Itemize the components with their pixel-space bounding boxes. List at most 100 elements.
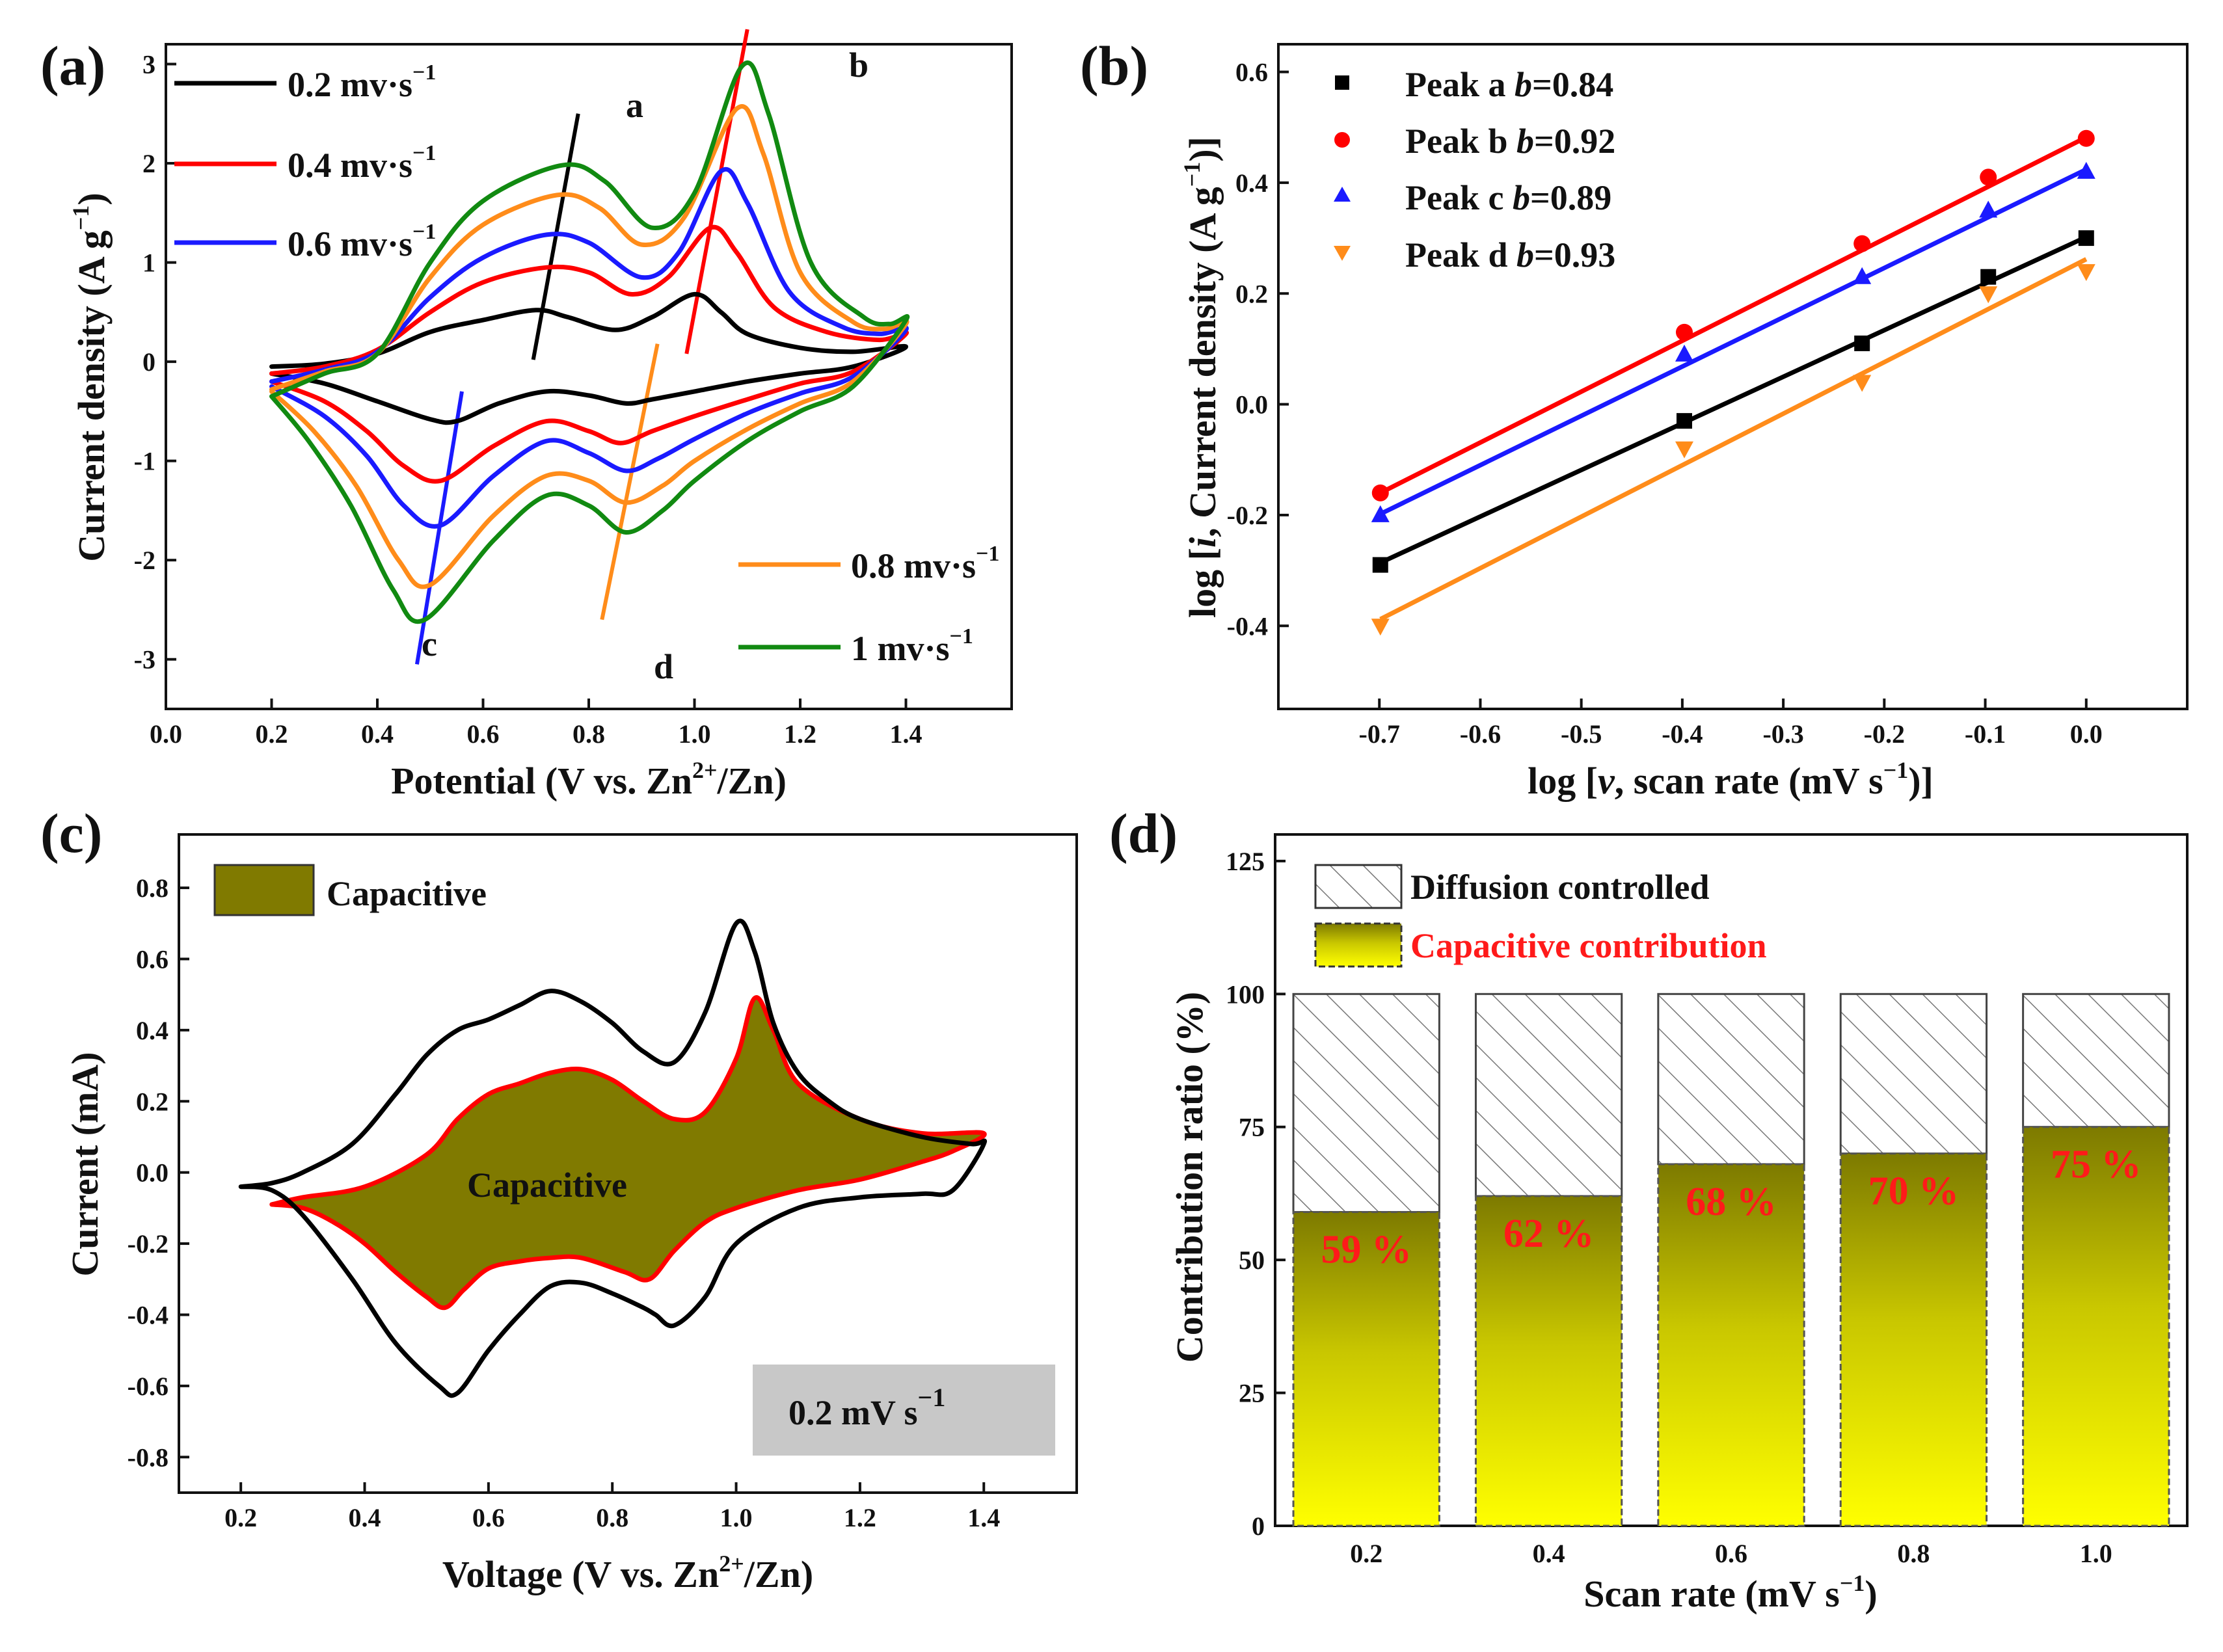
panel-c-y-tick-label: -0.2 (128, 1229, 168, 1259)
panel-b-x-tick-label: -0.6 (1460, 719, 1501, 749)
panel-a-y-tick-label: 1 (142, 248, 155, 278)
bar-capacitive-0.6 (1657, 1163, 1805, 1527)
data-point-peak-b (2077, 129, 2095, 147)
legend-text-0.2: 0.2 mv·s−1 (288, 60, 436, 104)
peak-label-c: c (422, 624, 437, 663)
legend-text-peak-a: Peak a b=0.84 (1405, 65, 1613, 104)
panel-d-legend: Diffusion controlled Capacitive contribu… (1314, 864, 1767, 968)
peak-guide-line-a (531, 113, 580, 360)
legend-text-capacitive-contribution: Capacitive contribution (1410, 926, 1767, 965)
data-point-peak-c (1853, 267, 1872, 284)
panel-d-x-tick-label: 0.2 (1350, 1539, 1382, 1568)
data-point-peak-d (1675, 441, 1693, 459)
panel-a-x-tick-label: 1.2 (784, 719, 816, 749)
panel-b-y-tick-label: -0.2 (1227, 501, 1268, 530)
panel-a-x-tick-label: 0.0 (150, 719, 182, 749)
data-point-peak-a (1372, 557, 1388, 573)
bar-diffusion-1.0 (2022, 993, 2170, 1128)
cv-curve-1 (269, 60, 910, 624)
panel-b-x-tick-label: 0.0 (2070, 719, 2103, 749)
panel-b-fit-lines (1379, 135, 2088, 622)
panel-b-x-tick-label: -0.4 (1662, 719, 1703, 749)
peak-guide-line-b (684, 29, 749, 354)
panel-c-legend: Capacitive (213, 864, 487, 916)
panel-c-ticks: 0.2 0.4 0.6 0.8 1.0 1.2 1.4 -0.8 -0.6 -0.4 -0.2 0.0… (128, 873, 1001, 1532)
data-point-peak-a (1676, 413, 1692, 429)
panel-a-label: (a) (40, 34, 105, 97)
bar-data-label-0.6: 68 % (1686, 1180, 1777, 1224)
panel-c-y-tick-label: -0.4 (128, 1300, 168, 1329)
panel-c: (c) 0.2 0.4 0.6 0.8 1.0 1.2 1.4 -0.8 -0.6 -0.4 -0.… (40, 802, 1078, 1595)
data-point-peak-d (1979, 286, 1998, 304)
panel-a-x-tick-label: 0.2 (256, 719, 288, 749)
legend-text-0.6: 0.6 mv·s−1 (288, 220, 436, 263)
panel-b: (b) -0.7 -0.6 -0.5 -0.4 -0.3 -0.2 -0.1 0.0-0.4-… (1080, 34, 2189, 802)
data-point-peak-d (2077, 264, 2095, 282)
peak-label-a: a (626, 86, 643, 125)
bar-data-label-0.8: 70 % (1868, 1169, 1960, 1214)
panel-b-x-axis-label: log [v, scan rate (mV s−1)] (1528, 757, 1933, 802)
panel-a-x-axis-label: Potential (V vs. Zn2+/Zn) (391, 757, 787, 802)
panel-d-label: (d) (1109, 802, 1178, 864)
panel-d-bars: 59 % 62 % 68 % 70 % 75 % (1292, 993, 2170, 1527)
data-point-peak-c (1675, 344, 1693, 362)
legend-marker-peak-a (1335, 75, 1349, 90)
panel-c-label: (c) (40, 802, 102, 864)
data-point-peak-a (1980, 269, 1997, 285)
data-point-peak-b (1675, 323, 1693, 341)
panel-a-y-tick-label: 0 (142, 347, 155, 377)
data-point-peak-b (1980, 168, 1997, 186)
bar-diffusion-0.8 (1839, 993, 1988, 1155)
legend-marker-peak-c (1334, 187, 1351, 202)
cv-curve-0.2 (269, 291, 908, 425)
panel-b-legend: Peak a b=0.84 Peak b b=0.92 Peak c b=0.8… (1334, 65, 1615, 274)
panel-c-y-tick-label: 0.8 (136, 873, 168, 903)
panel-c-x-tick-label: 1.4 (967, 1503, 1000, 1532)
panel-b-data-points (1371, 129, 2095, 636)
bar-data-label-0.4: 62 % (1503, 1212, 1595, 1256)
panel-d-y-tick-label: 125 (1226, 847, 1265, 876)
legend-swatch-capacitive (213, 864, 315, 916)
panel-c-y-tick-label: -0.8 (128, 1443, 168, 1472)
legend-marker-peak-b (1334, 132, 1350, 148)
bar-data-label-0.2: 59 % (1321, 1228, 1412, 1272)
panel-a: (a) 0.0 0.2 0.4 0.6 0.8 1.0 1.2 1.4 -3 -2 -1 0 1 2 3 a… (40, 29, 1013, 802)
panel-a-y-tick-label: -3 (134, 645, 155, 674)
panel-d-y-tick-label: 50 (1239, 1246, 1265, 1275)
panel-a-y-axis-label: Current density (A g−1) (68, 193, 113, 562)
data-point-peak-d (1371, 619, 1390, 636)
panel-c-y-tick-label: -0.6 (128, 1372, 168, 1401)
panel-a-x-tick-label: 0.8 (573, 719, 605, 749)
bar-diffusion-0.4 (1474, 993, 1623, 1197)
peak-label-b: b (849, 46, 869, 85)
panel-d-y-tick-label: 100 (1226, 979, 1265, 1009)
fit-line-peak-a (1379, 235, 2088, 565)
legend-marker-peak-d (1334, 246, 1351, 261)
panel-b-label: (b) (1080, 34, 1148, 97)
panel-a-cv-curves (269, 60, 910, 624)
panel-b-x-tick-label: -0.5 (1561, 719, 1602, 749)
panel-c-x-tick-label: 0.2 (224, 1503, 257, 1532)
peak-guide-line-d (600, 343, 660, 620)
panel-b-y-axis-label: log [i, Current density (A g−1)] (1179, 137, 1224, 618)
panel-d-x-axis-label: Scan rate (mV s−1) (1583, 1570, 1877, 1615)
data-point-peak-a (2078, 230, 2094, 246)
area-label-capacitive: Capacitive (467, 1166, 627, 1205)
panel-c-x-axis-label: Voltage (V vs. Zn2+/Zn) (442, 1551, 813, 1595)
legend-text-capacitive: Capacitive (327, 874, 487, 913)
panel-a-y-tick-label: 2 (142, 149, 155, 178)
bar-diffusion-0.2 (1292, 993, 1440, 1214)
panel-c-x-tick-label: 1.0 (720, 1503, 753, 1532)
data-point-peak-b (1371, 484, 1389, 501)
legend-text-0.4: 0.4 mv·s−1 (288, 141, 436, 185)
panel-d-x-tick-label: 0.8 (1897, 1539, 1930, 1568)
panel-a-peak-labels: a b c d (422, 46, 869, 686)
panel-c-curves (238, 918, 987, 1398)
panel-a-x-tick-label: 0.6 (467, 719, 500, 749)
data-point-peak-d (1853, 375, 1872, 392)
legend-text-peak-d: Peak d b=0.93 (1405, 235, 1615, 274)
data-point-peak-b (1853, 235, 1871, 252)
total-cv-curve (238, 918, 987, 1398)
panel-a-x-tick-label: 1.0 (679, 719, 711, 749)
